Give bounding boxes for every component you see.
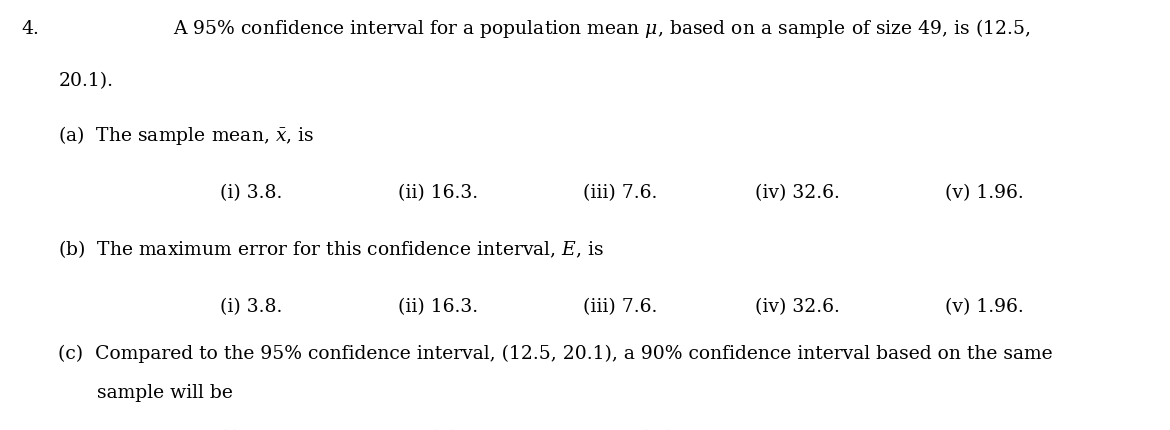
Text: (i) wider.: (i) wider. xyxy=(220,429,304,430)
Text: (v) 1.96.: (v) 1.96. xyxy=(945,184,1024,202)
Text: (iv) 32.6.: (iv) 32.6. xyxy=(755,298,840,316)
Text: (c)  Compared to the 95% confidence interval, (12.5, 20.1), a 90% confidence int: (c) Compared to the 95% confidence inter… xyxy=(58,344,1053,362)
Text: (b)  The maximum error for this confidence interval, $E$, is: (b) The maximum error for this confidenc… xyxy=(58,238,605,259)
Text: (iii) 7.6.: (iii) 7.6. xyxy=(583,184,658,202)
Text: (ii) 16.3.: (ii) 16.3. xyxy=(398,298,477,316)
Text: 4.: 4. xyxy=(21,21,39,38)
Text: A 95% confidence interval for a population mean $\mu$, based on a sample of size: A 95% confidence interval for a populati… xyxy=(173,18,1031,40)
Text: (iii) of the same width.: (iii) of the same width. xyxy=(641,429,855,430)
Text: (a)  The sample mean, $\bar{x}$, is: (a) The sample mean, $\bar{x}$, is xyxy=(58,124,315,147)
Text: (i) 3.8.: (i) 3.8. xyxy=(220,184,282,202)
Text: (ii) narrower.: (ii) narrower. xyxy=(431,429,555,430)
Text: 20.1).: 20.1). xyxy=(58,72,113,90)
Text: (i) 3.8.: (i) 3.8. xyxy=(220,298,282,316)
Text: (ii) 16.3.: (ii) 16.3. xyxy=(398,184,477,202)
Text: (iii) 7.6.: (iii) 7.6. xyxy=(583,298,658,316)
Text: (v) 1.96.: (v) 1.96. xyxy=(945,298,1024,316)
Text: sample will be: sample will be xyxy=(97,384,233,401)
Text: (iv) 32.6.: (iv) 32.6. xyxy=(755,184,840,202)
